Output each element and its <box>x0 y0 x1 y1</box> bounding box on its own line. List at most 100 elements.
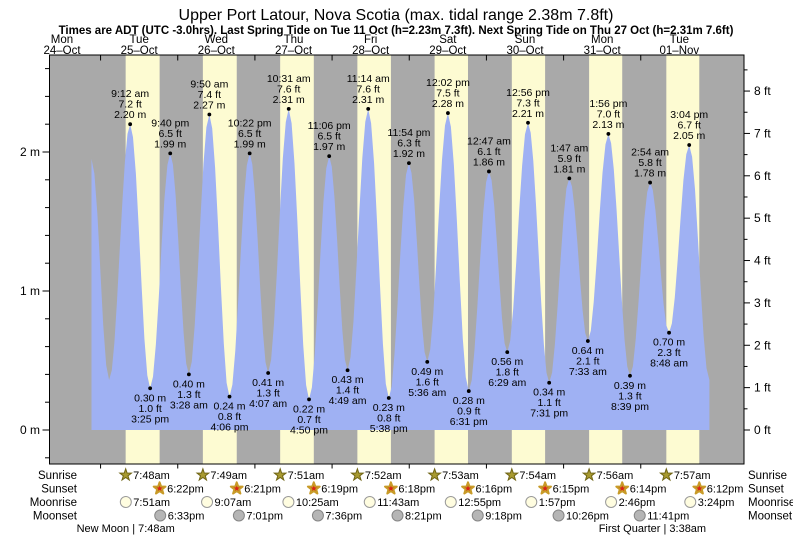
tide-annotation-text: 2.28 m <box>432 98 464 110</box>
high-tide-dot <box>487 169 491 174</box>
tide-annotation-text: 2.27 m <box>193 99 225 111</box>
moonset-circle-icon <box>232 509 245 522</box>
plot-frame <box>49 54 745 465</box>
low-tide-dot <box>547 380 552 385</box>
tide-annotation-text: 2.31 m <box>352 94 384 106</box>
tide-annotation-text: 12:02 pm <box>426 77 470 89</box>
moonset-circle-icon <box>154 509 167 522</box>
low-tide-annotation: 0.41 m1.3 ft4:07 am <box>249 371 287 410</box>
sunset-time: 6:22pm <box>167 484 204 496</box>
high-tide-annotation: 11:06 pm6.5 ft1.97 m <box>308 120 351 159</box>
left-axis-label: 0 m <box>20 423 40 437</box>
low-tide-annotation: 0.70 m2.3 ft8:48 am <box>650 330 688 370</box>
tide-annotation-text: 4:49 am <box>329 395 367 407</box>
high-tide-dot <box>648 180 652 185</box>
day-label-name: Tue <box>129 34 148 46</box>
high-tide-annotation: 2:54 am5.8 ft1.78 m <box>631 147 669 185</box>
tide-annotation-text: 11:14 am <box>347 73 390 85</box>
low-tide-dot <box>505 350 510 355</box>
moonrise-time: 7:51am <box>133 497 170 509</box>
tide-annotation-text: 0.64 m <box>572 345 604 357</box>
low-tide-dot <box>307 397 311 402</box>
tide-annotation-text: 0.22 m <box>293 403 325 415</box>
row-label-moonrise-left: Moonrise <box>30 497 77 509</box>
high-tide-annotation: 1:56 pm7.0 ft2.13 m <box>589 98 628 136</box>
tide-annotation-text: 6:31 pm <box>450 416 488 428</box>
tide-annotation-text: 0.41 m <box>252 377 284 389</box>
low-tide-annotation: 0.64 m2.1 ft7:33 am <box>569 339 607 378</box>
low-tide-annotation: 0.49 m1.6 ft5:36 am <box>408 359 446 399</box>
day-label-name: Tue <box>670 34 689 46</box>
high-tide-dot <box>128 122 133 127</box>
tide-annotation-text: 1.3 ft <box>618 390 641 402</box>
day-label-date: 31–Oct <box>584 45 622 57</box>
moonrise-time: 12:55pm <box>458 497 501 509</box>
tide-annotation-text: 12:47 am <box>467 135 511 147</box>
tide-annotation-text: 9:50 am <box>190 78 228 90</box>
tide-annotation-text: 1.86 m <box>473 156 505 168</box>
tide-annotation-text: 0.28 m <box>453 395 485 407</box>
day-label-name: Mon <box>591 34 613 46</box>
high-tide-annotation: 10:22 pm6.5 ft1.99 m <box>228 117 272 156</box>
moonrise-time: 1:57pm <box>539 497 576 509</box>
tide-annotation-text: 8:39 pm <box>611 401 649 413</box>
right-axis-label: 3 ft <box>754 296 771 310</box>
tide-annotation-text: 7.3 ft <box>516 97 539 109</box>
tide-curve-group <box>91 108 710 431</box>
day-label-date: 28–Oct <box>352 45 390 57</box>
tide-annotation-text: 1:56 pm <box>589 98 627 110</box>
sunset-time: 6:14pm <box>630 484 667 496</box>
high-tide-annotation: 11:14 am7.6 ft2.31 m <box>347 73 390 111</box>
tide-annotation-text: 3:04 pm <box>670 109 708 121</box>
tide-annotation-text: 4:07 am <box>249 398 287 410</box>
sunset-time: 6:12pm <box>707 484 744 496</box>
moonrise-circle-icon <box>363 496 376 508</box>
sunrise-time: 7:52am <box>365 470 402 482</box>
sunrise-time: 7:48am <box>133 470 170 482</box>
sunrise-star-icon <box>504 467 520 482</box>
right-axis-label: 1 ft <box>754 381 771 395</box>
low-tide-annotation: 0.23 m0.8 ft5:38 pm <box>370 396 408 435</box>
tide-annotation-text: 2.20 m <box>114 109 146 121</box>
day-label-date: 25–Oct <box>121 45 159 57</box>
high-tide-dot <box>606 132 611 136</box>
sunrise-time: 7:51am <box>288 470 325 482</box>
tide-annotation-text: 6.3 ft <box>397 138 420 150</box>
sunrise-star-icon <box>272 467 288 482</box>
axes: 0 m 1 m 2 m 0 ft 1 ft 2 ft 3 ft 4 ft 5 ft 6 ft 7 f… <box>20 54 771 469</box>
tide-annotation-text: 7.2 ft <box>118 99 141 111</box>
moonrise-time: 3:24pm <box>698 497 735 509</box>
moonset-circle-icon <box>633 509 646 522</box>
tide-annotation-text: 2.1 ft <box>576 356 599 368</box>
tide-annotation-text: 2.31 m <box>273 94 305 106</box>
high-tide-annotation: 1:47 am5.9 ft1.81 m <box>550 142 589 181</box>
tide-annotation-text: 6.5 ft <box>238 128 261 140</box>
day-label-date: 01–Nov <box>660 45 700 57</box>
tide-annotation-text: 2:54 am <box>631 147 669 159</box>
moonrise-circle-icon <box>605 496 618 508</box>
tide-annotation-text: 6.7 ft <box>678 120 701 132</box>
tide-annotation-text: 0.39 m <box>614 380 646 392</box>
low-tide-dot <box>227 394 232 399</box>
moonset-circle-icon <box>552 509 565 522</box>
moon-phase-first-quarter: First Quarter | 3:38am <box>599 523 706 535</box>
day-label-name: Sat <box>439 34 457 46</box>
sunrise-time: 7:56am <box>597 470 634 482</box>
day-label-name: Mon <box>51 34 73 46</box>
tide-annotation-text: 11:54 pm <box>387 127 430 139</box>
day-label-name: Wed <box>205 34 228 46</box>
high-tide-annotation: 9:12 am7.2 ft2.20 m <box>111 88 149 127</box>
sunrise-star-icon <box>581 467 597 482</box>
sunset-star-icon <box>152 481 167 495</box>
moonrise-time: 10:25am <box>296 497 339 509</box>
high-tide-dot <box>407 161 411 166</box>
low-tide-dot <box>425 359 430 364</box>
sunrise-star-icon <box>118 467 133 482</box>
tide-annotation-text: 1:47 am <box>550 142 588 154</box>
row-label-sunset-left: Sunset <box>41 484 78 496</box>
chart-subtitle: Times are ADT (UTC -3.0hrs). Last Spring… <box>59 25 734 37</box>
tide-annotation-text: 6.5 ft <box>159 128 182 140</box>
tide-annotation-text: 11:06 pm <box>308 120 351 132</box>
tide-annotation-text: 7.4 ft <box>198 89 221 101</box>
